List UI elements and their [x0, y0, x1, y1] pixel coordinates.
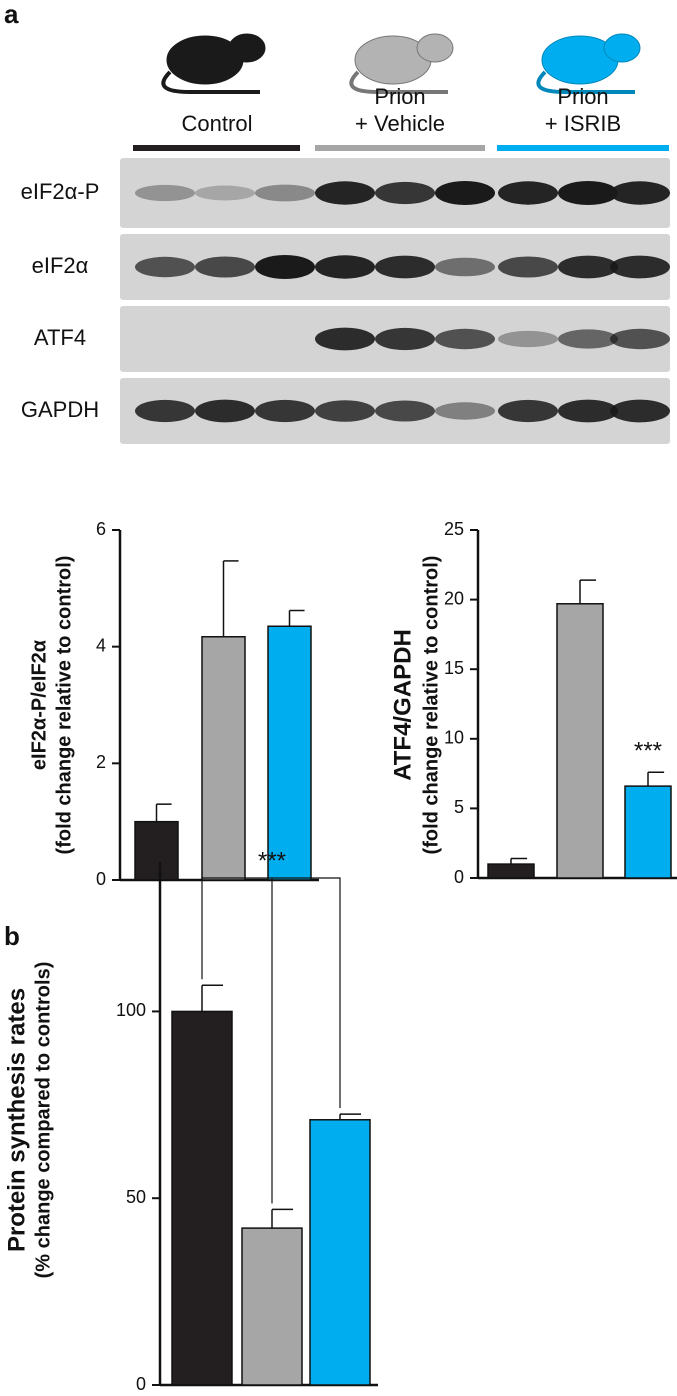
blot-band — [135, 256, 195, 278]
group-label: Prion — [374, 84, 425, 109]
y-tick-label: 0 — [136, 1374, 146, 1394]
blot-band — [375, 181, 435, 205]
y-tick-label: 5 — [454, 797, 464, 817]
blot-band — [255, 255, 315, 279]
panel-label: a — [4, 0, 19, 29]
bar — [624, 785, 672, 879]
bar — [201, 636, 246, 881]
blot-band — [195, 185, 255, 201]
y-tick-label: 20 — [444, 588, 464, 608]
group-line — [133, 145, 300, 151]
blot-row-label: eIF2α-P — [21, 179, 100, 204]
blot-band — [558, 181, 618, 205]
bar — [309, 1119, 371, 1386]
blot-band — [498, 399, 558, 423]
western-blot: eIF2α-P eIF2α ATF4 GAPDH — [21, 158, 670, 444]
panel-label: b — [4, 921, 20, 951]
blot-band — [558, 329, 618, 349]
blot-band — [558, 255, 618, 279]
group-label: Control — [182, 111, 253, 136]
y-tick-label: 25 — [444, 519, 464, 539]
blot-band — [435, 402, 495, 420]
blot-band — [498, 181, 558, 205]
bar — [134, 820, 179, 881]
blot-band — [375, 327, 435, 351]
y-tick-label: 100 — [116, 1000, 146, 1020]
y-axis-label: ATF4/GAPDH — [389, 629, 416, 781]
y-axis-label: (fold change relative to control) — [53, 556, 75, 855]
blot-band — [135, 184, 195, 202]
y-axis-label: Protein synthesis rates — [3, 988, 30, 1252]
blot-band — [315, 255, 375, 279]
annotation: *** — [634, 738, 662, 765]
blot-band — [315, 327, 375, 351]
blot-band — [195, 399, 255, 423]
y-tick-label: 0 — [454, 867, 464, 887]
group-label: + ISRIB — [545, 111, 621, 136]
blot-band — [435, 181, 495, 205]
blot-band — [498, 330, 558, 348]
blot-row-label: GAPDH — [21, 397, 99, 422]
blot-band — [610, 399, 670, 423]
bar — [556, 603, 604, 879]
group-label: Prion — [557, 84, 608, 109]
blot-band — [255, 184, 315, 202]
y-tick-label: 6 — [96, 519, 106, 539]
blot-band — [610, 255, 670, 279]
y-axis-label: eIF2α-P/eIF2α — [28, 639, 50, 770]
blot-band — [315, 400, 375, 422]
annotation: *** — [258, 847, 286, 874]
blot-band — [135, 399, 195, 423]
y-tick-label: 50 — [126, 1187, 146, 1207]
significance-bracket — [201, 877, 341, 1204]
blot-band — [558, 399, 618, 423]
mouse-icon — [536, 33, 641, 94]
y-tick-label: 10 — [444, 728, 464, 748]
mouse-icon — [349, 33, 454, 94]
blot-band — [195, 256, 255, 278]
blot-band — [435, 328, 495, 350]
y-axis-label: (% change compared to controls) — [32, 962, 54, 1279]
blot-band — [255, 399, 315, 423]
blot-band — [315, 181, 375, 205]
blot-band — [375, 255, 435, 279]
group-line — [497, 145, 669, 151]
bar — [267, 625, 312, 881]
blot-row-label: eIF2α — [32, 253, 89, 278]
y-axis-label: (fold change relative to control) — [420, 556, 442, 855]
blot-band — [610, 328, 670, 350]
group-label: + Vehicle — [355, 111, 445, 136]
y-tick-label: 15 — [444, 658, 464, 678]
blot-band — [610, 181, 670, 205]
blot-row-label: ATF4 — [34, 325, 86, 350]
blot-band — [498, 256, 558, 278]
bar — [487, 863, 535, 879]
bar — [171, 1010, 233, 1386]
bar — [241, 1227, 303, 1386]
blot-band — [375, 400, 435, 422]
y-tick-label: 0 — [96, 869, 106, 889]
mouse-icon — [161, 33, 266, 94]
group-line — [315, 145, 485, 151]
y-tick-label: 2 — [96, 752, 106, 772]
y-tick-label: 4 — [96, 635, 106, 655]
blot-band — [435, 257, 495, 277]
